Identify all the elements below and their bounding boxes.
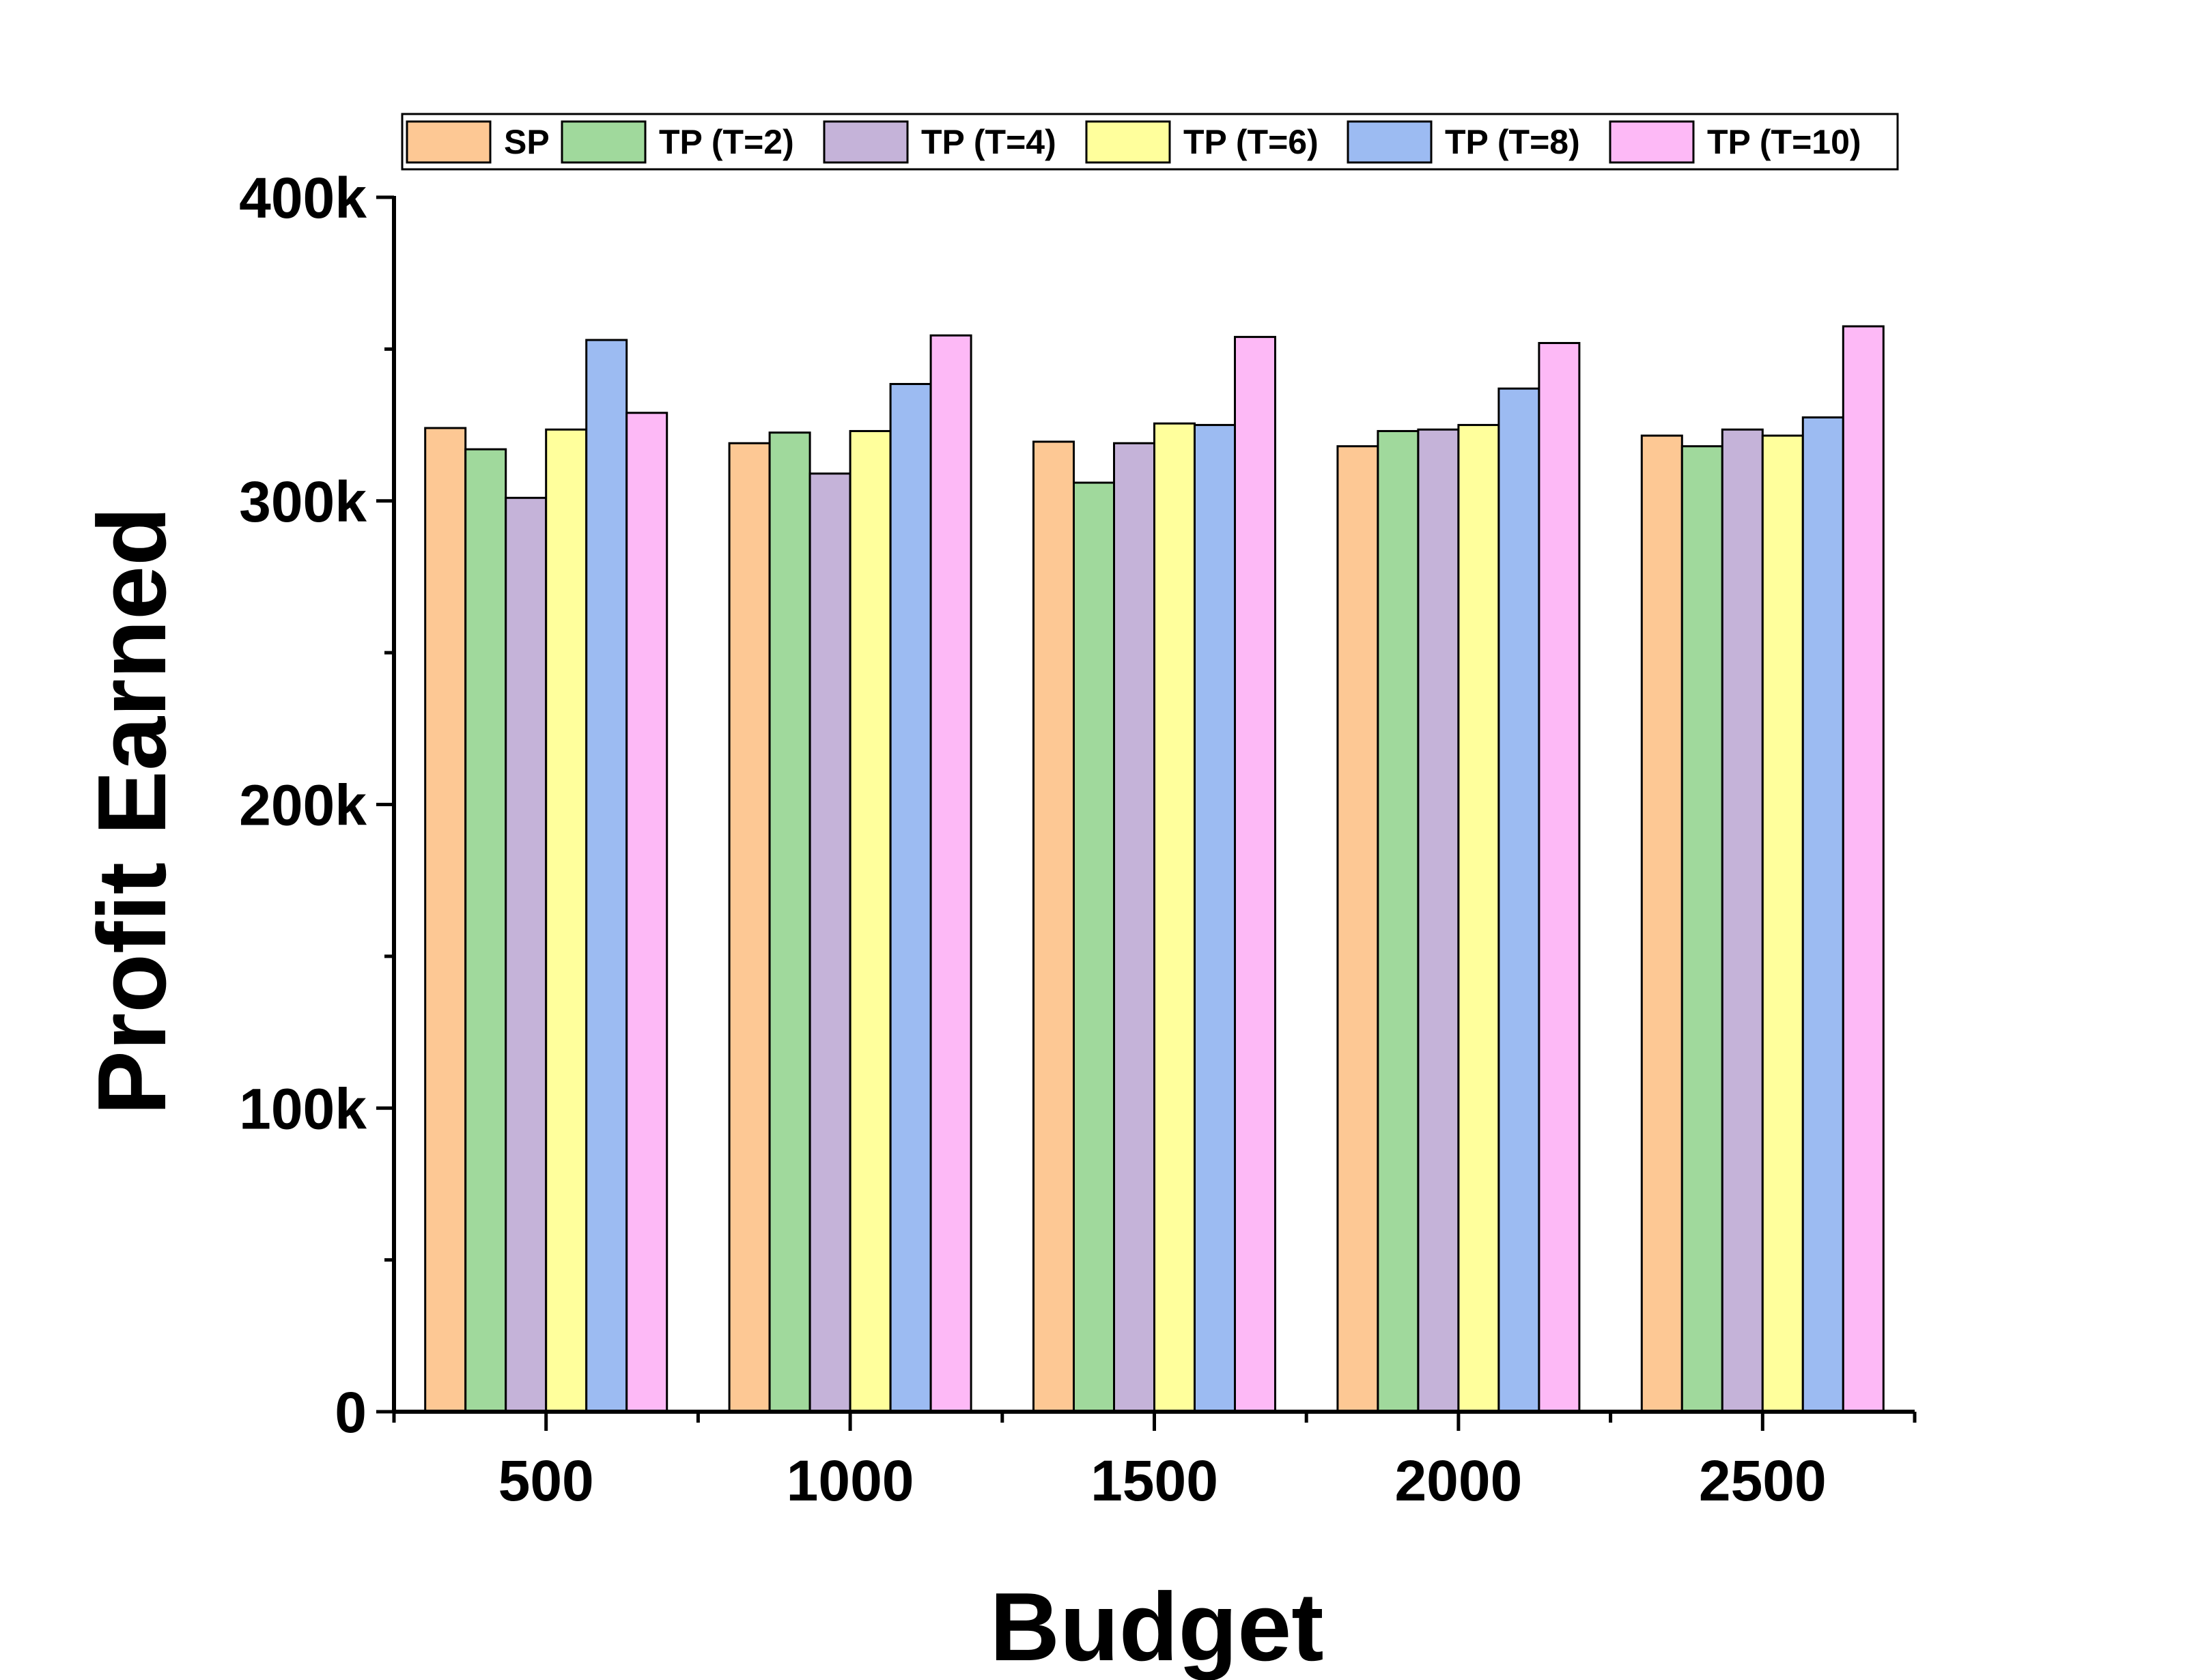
bar-sp-1500 <box>1032 440 1075 1413</box>
bar-sp-2500 <box>1640 434 1683 1413</box>
legend-swatch <box>1347 120 1433 164</box>
bar-tp-t-10-2000 <box>1538 341 1581 1413</box>
x-axis-title: Budget <box>989 1573 1323 1680</box>
bar-tp-t-10-1000 <box>929 334 972 1413</box>
x-tick-label: 1500 <box>1090 1449 1218 1513</box>
bar-tp-t-10-500 <box>625 412 668 1413</box>
bar-tp-t-6-500 <box>545 428 588 1413</box>
bar-tp-t-4-2000 <box>1417 428 1460 1413</box>
legend-swatch <box>406 120 492 164</box>
x-tick-label: 500 <box>498 1449 594 1513</box>
x-tick-label: 2500 <box>1699 1449 1827 1513</box>
bar-sp-2000 <box>1336 445 1379 1413</box>
legend-label: SP <box>504 123 550 161</box>
legend-swatch <box>1609 120 1695 164</box>
bar-tp-t-8-1000 <box>889 383 932 1413</box>
bar-tp-t-8-2500 <box>1801 416 1844 1413</box>
bar-tp-t-10-2500 <box>1842 325 1885 1413</box>
bar-tp-t-4-2500 <box>1721 428 1764 1413</box>
bar-tp-t-2-1500 <box>1073 481 1115 1413</box>
bar-sp-500 <box>424 427 467 1413</box>
legend-label: TP (T=4) <box>921 123 1056 161</box>
bar-tp-t-2-2000 <box>1377 429 1420 1413</box>
y-tick-label: 100k <box>239 1077 367 1141</box>
legend: SP TP (T=2) TP (T=4) TP (T=6) TP (T=8) TP (T=… <box>401 113 1899 171</box>
x-tick-label: 2000 <box>1394 1449 1522 1513</box>
legend-swatch <box>823 120 909 164</box>
y-tick-label: 300k <box>239 470 367 534</box>
bar-tp-t-4-1500 <box>1113 442 1155 1413</box>
bar-tp-t-4-1000 <box>808 472 851 1413</box>
bar-tp-t-6-1000 <box>849 429 892 1413</box>
bar-tp-t-2-2500 <box>1680 445 1723 1413</box>
bar-tp-t-6-2500 <box>1761 434 1804 1413</box>
legend-label: TP (T=2) <box>659 123 794 161</box>
bar-tp-t-6-1500 <box>1153 422 1196 1413</box>
legend-label: TP (T=8) <box>1445 123 1580 161</box>
legend-label: TP (T=10) <box>1707 123 1861 161</box>
y-axis-title: Profit Earned <box>78 507 186 1115</box>
bar-tp-t-8-500 <box>585 339 628 1413</box>
y-tick-label: 0 <box>335 1380 367 1444</box>
bar-tp-t-10-1500 <box>1234 336 1276 1413</box>
bar-tp-t-4-500 <box>505 496 548 1413</box>
legend-swatch <box>1085 120 1171 164</box>
axes-layer: 0 100k 200k 300k 400k 500 1000 1500 2000 2500 <box>239 166 1917 1513</box>
bar-tp-t-8-1500 <box>1194 424 1236 1413</box>
bars-layer <box>424 325 1885 1413</box>
y-tick-label: 400k <box>239 166 367 230</box>
bar-tp-t-2-1000 <box>768 431 811 1413</box>
bar-tp-t-2-500 <box>464 448 507 1413</box>
bar-sp-1000 <box>728 442 771 1413</box>
y-tick-label: 200k <box>239 773 367 838</box>
bar-tp-t-6-2000 <box>1457 424 1500 1413</box>
x-tick-label: 1000 <box>787 1449 914 1513</box>
legend-label: TP (T=6) <box>1183 123 1319 161</box>
bar-tp-t-8-2000 <box>1497 387 1540 1413</box>
legend-swatch <box>561 120 647 164</box>
